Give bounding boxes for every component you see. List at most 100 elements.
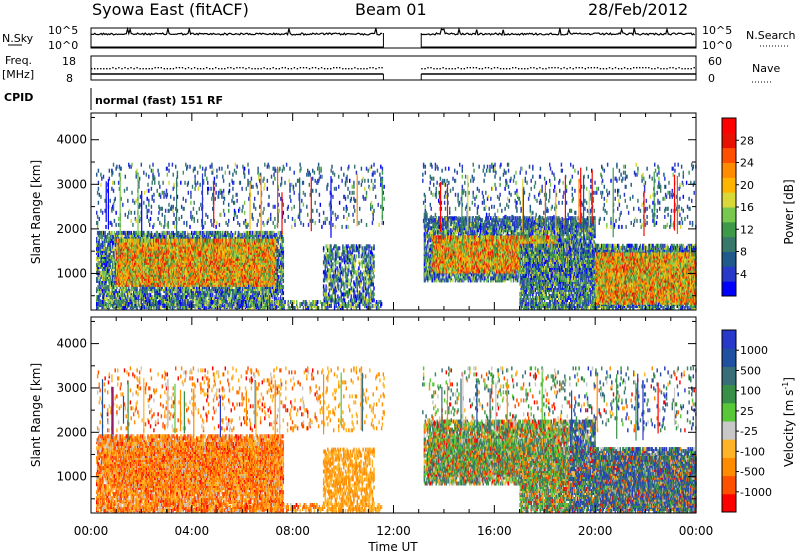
freq-dot [473,67,474,68]
freq-trace [91,67,696,80]
freq-dot [633,67,634,68]
freq-dot [445,68,446,69]
freq-dot [615,67,616,68]
heatmap-cell [194,235,195,239]
freq-dot [115,68,116,69]
freq-dot [594,67,595,68]
freq-dot [149,68,150,69]
freq-dot [164,68,165,69]
freq-dot [306,67,307,68]
cpid-text: normal (fast) 151 RF [95,94,223,107]
freq-dot [524,68,525,69]
heatmap-cell [99,239,100,243]
freq-dot [378,67,379,68]
freq-dot [118,67,119,68]
freq-dot [209,68,210,69]
nsearch-tick-bottom: 10^0 [702,39,732,52]
freq-dot [136,67,137,68]
freq-dot [467,67,468,68]
freq-dot [554,67,555,68]
freq-dot [482,68,483,69]
freq-dot [527,68,528,69]
freq-dot [146,68,147,69]
freq-dot [433,68,434,69]
heatmap-cell [126,287,127,291]
freq-dot [336,67,337,68]
freq-dot [245,68,246,69]
nave-tick-bottom: 0 [708,72,715,85]
freq-dot [106,68,107,69]
freq-dot [639,67,640,68]
heatmap-cell [134,231,135,235]
nsky-tick-top: 10^5 [48,24,78,37]
freq-dot [645,67,646,68]
freq-dot [279,68,280,69]
freq-label-line1: Freq. [5,54,32,67]
freq-dot [303,67,304,68]
freq-dot [363,68,364,69]
freq-dot [372,67,373,68]
freq-dot [694,67,695,68]
freq-dot [576,67,577,68]
heatmap-cell [268,231,269,235]
freq-dot [542,68,543,69]
freq-dot [139,68,140,69]
heatmap-cell [166,287,167,291]
freq-dot [455,68,456,69]
heatmap-cell [171,231,172,235]
nsearch-tick-top: 10^5 [702,24,732,37]
freq-dot [133,68,134,69]
heatmap-cell [118,231,119,235]
freq-dot [112,67,113,68]
heatmap-cell [114,231,115,235]
heatmap-cell [262,287,263,291]
freq-dot [536,68,537,69]
heatmap-cell [167,231,168,235]
freq-dot [173,68,174,69]
freq-dot [548,67,549,68]
freq-dot [254,68,255,69]
freq-dot [103,68,104,69]
heatmap-cell [282,243,283,247]
freq-dot [539,67,540,68]
heatmap-cell [283,237,284,241]
freq-dot [342,68,343,69]
heatmap-cell [103,231,104,235]
freq-dot [315,67,316,68]
freq-dot [603,68,604,69]
heatmap-cell [136,291,137,295]
freq-dot [327,68,328,69]
freq-dot [176,67,177,68]
freq-dot [449,68,450,69]
heatmap-cell [283,269,284,273]
heatmap-cell [235,231,236,235]
heatmap-cell [189,295,190,299]
freq-dot [675,68,676,69]
freq-dot [691,68,692,69]
freq-dot [121,68,122,69]
freq-dot [288,68,289,69]
freq-dot [360,68,361,69]
heatmap-cell [115,289,116,293]
freq-dot [660,68,661,69]
freq-dot [260,68,261,69]
freq-dot [297,68,298,69]
freq-dot [197,68,198,69]
freq-dot [215,67,216,68]
nave-label: Nave [752,62,780,75]
freq-dot [348,68,349,69]
freq-dot [427,67,428,68]
heatmap-cell [262,231,263,235]
freq-dot [627,68,628,69]
radar-title: Syowa East (fitACF) [92,0,249,19]
freq-dot [218,68,219,69]
power-heatmap [96,163,697,310]
freq-dot [642,67,643,68]
freq-dot [609,67,610,68]
freq-dot [464,68,465,69]
freq-dot [375,68,376,69]
freq-panel [91,56,696,80]
freq-dot [291,68,292,69]
freq-dot [230,67,231,68]
freq-dot [127,68,128,69]
